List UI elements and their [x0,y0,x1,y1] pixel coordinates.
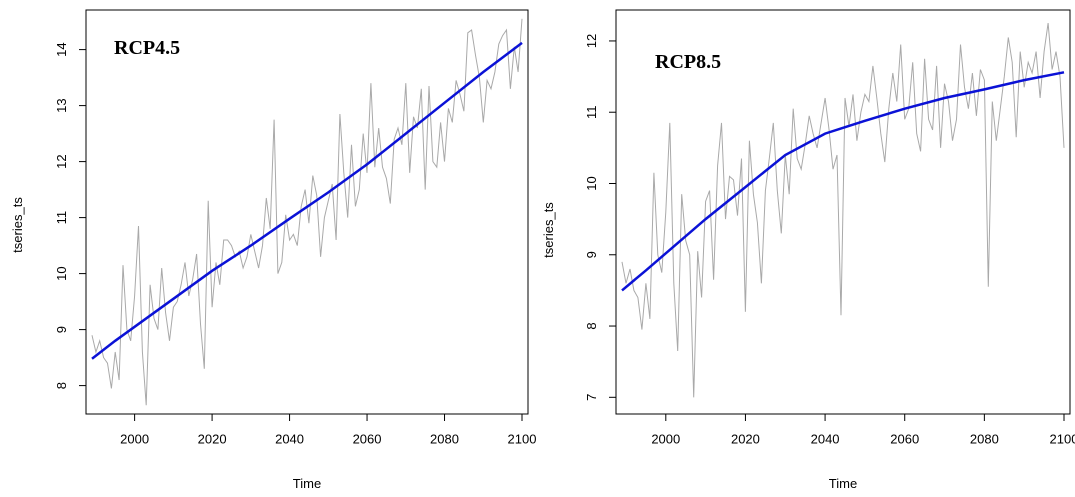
x-tick-label: 2080 [430,432,459,447]
x-tick-label: 2060 [890,432,919,447]
x-tick-label: 2100 [508,432,537,447]
x-axis-label: Time [829,476,857,491]
y-tick-label: 11 [584,105,599,119]
y-tick-label: 9 [584,251,599,258]
y-tick-label: 12 [54,154,69,168]
y-tick-label: 13 [54,98,69,112]
trend-line [91,41,523,360]
x-tick-label: 2020 [731,432,760,447]
y-tick-label: 8 [54,382,69,389]
y-tick-label: 14 [54,42,69,56]
chart-panel-1: 2000 2020 2040 2060 2080 2100 8 9 10 11 12 13 14 Time… [10,9,537,491]
x-tick-label: 2040 [275,432,304,447]
y-tick-label: 12 [584,34,599,48]
x-tick-label: 2000 [651,432,680,447]
raw-series-line [91,18,523,406]
x-tick-label: 2020 [198,432,227,447]
y-axis-label: tseries_ts [541,202,556,258]
panel-title: RCP8.5 [655,51,721,73]
trend-line [621,71,1065,292]
raw-series-line [621,23,1065,398]
y-tick-label: 9 [54,326,69,333]
y-axis-label: tseries_ts [10,197,25,253]
y-tick-label: 7 [584,394,599,401]
x-tick-label: 2040 [811,432,840,447]
y-tick-label: 11 [54,211,69,225]
y-tick-label: 10 [54,266,69,280]
panel-title: RCP4.5 [114,37,180,59]
chart-panel-2: 2000 2020 2040 2060 2080 2100 7 8 9 10 11 12 Time tse… [541,9,1075,491]
x-axis-label: Time [293,476,321,491]
y-tick-label: 10 [584,176,599,190]
x-tick-label: 2100 [1050,432,1075,447]
x-tick-label: 2060 [353,432,382,447]
x-tick-label: 2000 [120,432,149,447]
plot-frame [85,9,529,415]
x-tick-label: 2080 [970,432,999,447]
y-tick-label: 8 [584,322,599,329]
